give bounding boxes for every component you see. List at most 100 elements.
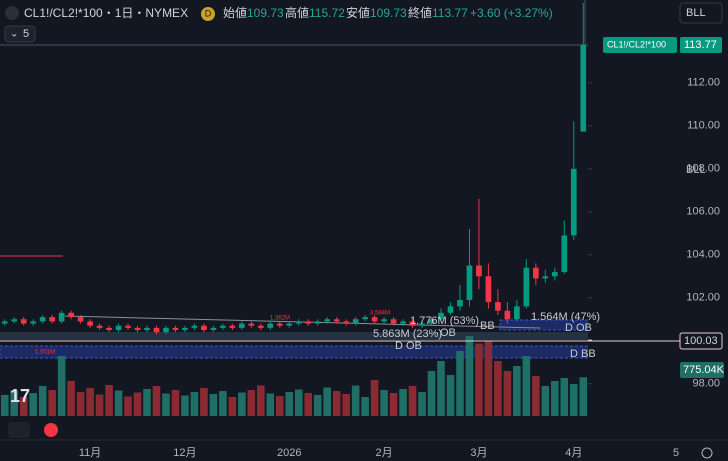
tv-logo: 17 [10,386,30,406]
volume-bar [484,341,493,416]
candle-body [229,325,236,328]
volume-bar [522,356,531,416]
annotation: D OB [395,340,422,352]
indicator-toggle[interactable] [4,25,36,43]
y-tick-label: 108.00 [686,163,720,175]
low-label: 安値 [346,5,370,20]
volume-bar [342,394,350,416]
alert-icon[interactable] [44,423,58,437]
candle-body [305,321,312,324]
symbol-title: CL1!/CL2!*100・1日・NYMEX [24,6,188,20]
volume-bar [541,386,550,416]
candle-body [570,168,577,236]
volume-tag [680,362,724,378]
volume-bar [29,393,37,416]
x-tick-label: 3月 [470,447,487,459]
volume-bar [76,392,85,416]
volume-bar [475,343,483,416]
bll-axis: BLL [686,164,706,176]
volume-bar [465,336,474,416]
candle-body [324,319,331,322]
candle-body [58,312,65,322]
level-tag-label: 100.03 [684,335,718,347]
candle-body [532,267,539,279]
annotation: 1.001M [35,350,55,356]
candle-body [390,319,397,324]
volume-bar [380,390,388,416]
volume-bar [105,385,113,416]
future-label: 5 [673,447,679,459]
volume-bar [513,366,521,416]
x-tick-label: 2月 [376,447,393,459]
price-axis [588,0,728,461]
volume-bar [446,375,455,416]
volume-tag-label: 775.04K [683,364,725,376]
candle-body [523,267,530,307]
x-tick-label: 11月 [79,447,101,459]
toolbar-button[interactable] [8,422,30,438]
volume-bar [143,389,151,416]
volume-bar [200,388,208,416]
volume-bar [494,361,502,416]
candle-body [561,235,568,272]
candle-body [276,323,283,326]
settings-icon[interactable] [701,447,713,459]
candle-body [476,265,482,277]
candle-body [163,327,169,333]
candle-body [352,319,359,324]
candle-body [504,310,511,320]
close-label: 終値 [408,5,432,20]
volume-bar [181,395,189,416]
annotation: 1.776M (53%) [410,315,479,327]
price-tag-label: 113.77 [684,39,717,51]
candle-body [1,321,8,324]
candle-body [257,325,264,328]
candle-body [182,327,188,331]
level-tag [679,332,723,350]
candle-body [210,327,217,331]
annotation: BB [480,320,495,332]
candle-body [20,319,27,324]
candle-body [238,323,245,328]
volume-bar [389,393,398,416]
volume-bar [323,387,331,416]
symbol-icon [5,6,19,20]
x-tick-label: 4月 [565,447,582,459]
high-value: 115.72 [309,6,345,20]
candle-body [381,319,387,322]
volume-bar [133,392,142,416]
volume-bar [257,385,265,416]
volume-bar [190,392,199,416]
candle-body [267,323,274,328]
volume-bar [275,396,284,416]
close-value: 113.77 [432,6,468,20]
volume-bar [361,397,369,416]
candle-body [419,323,425,326]
trend-line [64,315,541,329]
volume-bar [294,389,303,416]
candle-body [49,317,56,322]
volume-bar [503,371,512,416]
candle-body [580,44,587,132]
candle-body [457,299,463,307]
volume-bar [114,390,123,416]
volume-bar [285,392,294,416]
y-tick-label: 98.00 [692,378,720,390]
volume-bar [238,392,246,416]
candle-body [77,317,84,322]
candle-body [30,321,37,324]
bb-zone [0,345,589,359]
candle-body [87,321,93,326]
bll-box [679,2,723,24]
volume-bar [427,371,436,416]
volume-bar [219,391,227,416]
badge [201,7,215,21]
indicator-count: 5 [23,28,29,40]
volume-bar [209,394,218,416]
volume-bar [86,388,94,416]
volume-bar [456,351,464,416]
annotation: 1.362M [270,316,290,322]
open-value: 109.73 [247,6,284,20]
candle-body [409,321,416,326]
